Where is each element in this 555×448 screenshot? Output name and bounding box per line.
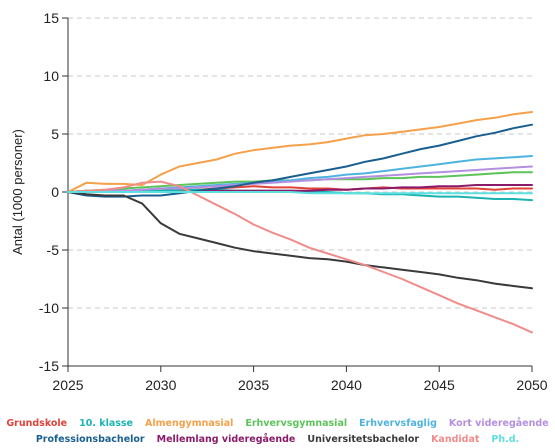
legend-item-kandidat: Kandidat	[431, 434, 480, 445]
series-lines	[67, 111, 533, 334]
legend-item-10-klasse: 10. klasse	[79, 418, 133, 429]
y-tick-label: 5	[51, 126, 59, 142]
series-line-kandidat	[67, 180, 533, 334]
x-tick-label: 2040	[331, 377, 362, 393]
y-tick-label: -5	[47, 242, 60, 258]
series-line-kort-videreg-ende	[67, 165, 533, 193]
legend-row-2: Professionsbachelor Mellemlang videregåen…	[0, 434, 555, 445]
y-tick-label: -10	[39, 300, 59, 316]
y-tick-label: 15	[43, 10, 59, 26]
y-tick-label: 0	[51, 184, 59, 200]
legend-item-mellemlang-videreg-ende: Mellemlang videregående	[156, 434, 296, 445]
y-tick-label: 10	[43, 68, 59, 84]
y-axis-label: Antal (1000 personer)	[10, 129, 25, 255]
axes	[62, 17, 533, 372]
x-tick-label: 2035	[238, 377, 269, 393]
x-tick-label: 2050	[516, 377, 547, 393]
x-tick-label: 2025	[52, 377, 83, 393]
legend-item-erhvervsgymnasial: Erhvervsgymnasial	[245, 418, 348, 429]
legend-item-ph-d-: Ph.d.	[491, 434, 520, 445]
series-line-professionsbachelor	[67, 123, 533, 198]
line-chart: 15 10 5 0 -5 -10 -15 2025 2030 2035 2040 2045 2050 A…	[10, 10, 548, 393]
tick-labels: 15 10 5 0 -5 -10 -15 2025 2030 2035 2040 2045 2050	[39, 10, 548, 393]
x-tick-label: 2045	[424, 377, 455, 393]
x-tick-label: 2030	[145, 377, 176, 393]
y-tick-label: -15	[39, 358, 59, 374]
series-line-universitetsbachelor	[67, 191, 533, 290]
legend-item-professionsbachelor: Professionsbachelor	[35, 434, 145, 445]
series-line-ph-d-	[67, 191, 533, 195]
legend-row-1: Grundskole 10. klasse Almengymnasial Erhver…	[0, 418, 555, 429]
legend-item-almengymnasial: Almengymnasial	[145, 418, 234, 429]
legend-item-erhvervsfaglig: Erhvervsfaglig	[359, 418, 437, 429]
legend-item-universitetsbachelor: Universitetsbachelor	[307, 434, 420, 445]
legend-item-grundskole: Grundskole	[6, 418, 68, 429]
legend-item-kort-videreg-ende: Kort videregående	[448, 418, 549, 429]
